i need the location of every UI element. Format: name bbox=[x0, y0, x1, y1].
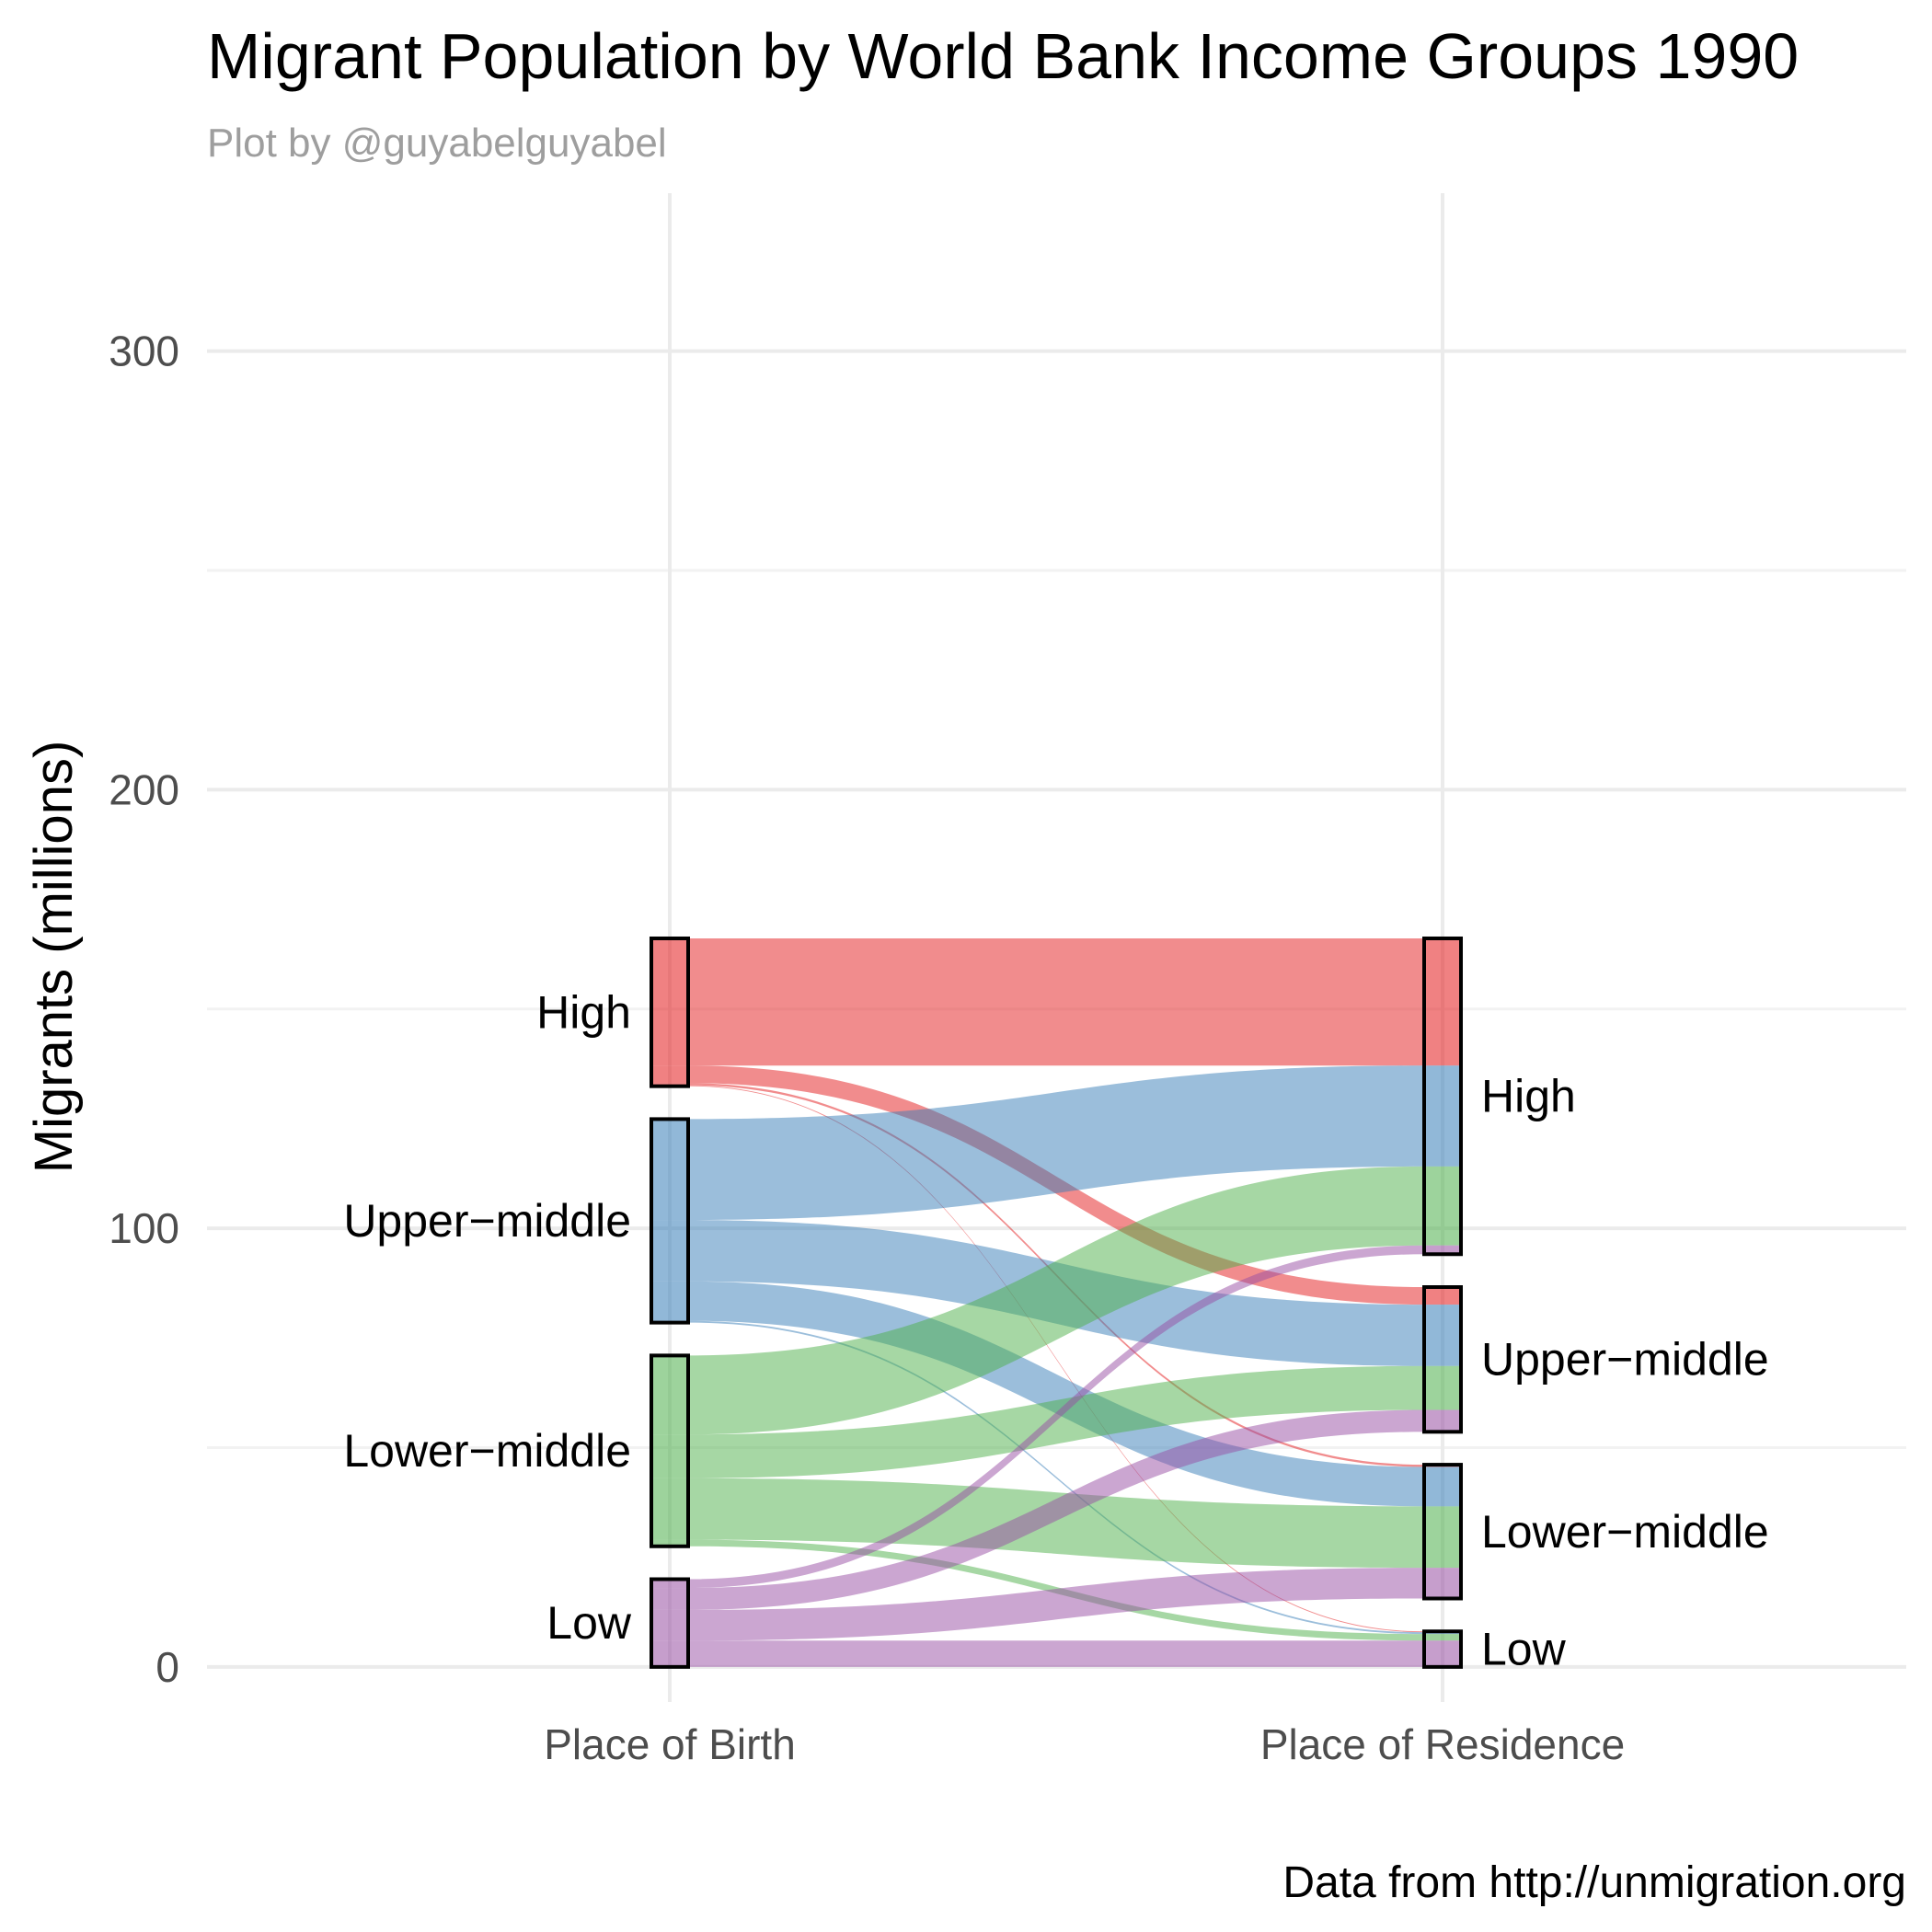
flow-high-to-high bbox=[688, 937, 1424, 1066]
stratum-box-lower-middle bbox=[650, 1353, 690, 1548]
y-tick-label: 200 bbox=[109, 765, 179, 813]
flow-upper-middle-to-high bbox=[688, 1065, 1424, 1221]
stratum-fill-high bbox=[1424, 1245, 1461, 1255]
stratum-fill-upper-middle bbox=[1424, 1409, 1461, 1432]
stratum-fill-upper-middle bbox=[651, 1119, 688, 1221]
x-axis-ticks: Place of Birth Place of Residence bbox=[544, 1720, 1625, 1768]
flow-low-to-upper-middle bbox=[688, 1409, 1424, 1610]
stratum-label-residence-high: High bbox=[1481, 1071, 1576, 1122]
y-tick-label: 100 bbox=[109, 1204, 179, 1252]
stratum-fill-lower-middle bbox=[651, 1355, 688, 1435]
stratum-boxes bbox=[650, 936, 1463, 1669]
y-tick-label: 0 bbox=[155, 1643, 179, 1691]
stratum-label-birth-high: High bbox=[536, 986, 631, 1038]
stratum-fill-high bbox=[1424, 1166, 1461, 1246]
stratum-fill-low bbox=[651, 1588, 688, 1610]
stratum-box-low bbox=[650, 1577, 690, 1669]
stratum-fill-low bbox=[651, 1609, 688, 1641]
flow-lower-middle-to-high bbox=[688, 1166, 1424, 1435]
flow-low-to-low bbox=[688, 1640, 1424, 1667]
stratum-fill-upper-middle bbox=[1424, 1305, 1461, 1366]
stratum-fill-high bbox=[1424, 937, 1461, 1066]
stratum-box-lower-middle bbox=[1422, 1463, 1463, 1601]
stratum-box-high bbox=[650, 936, 690, 1088]
stratum-fill-lower-middle bbox=[1424, 1466, 1461, 1507]
x-tick-label: Place of Residence bbox=[1260, 1720, 1625, 1768]
flows bbox=[688, 937, 1424, 1667]
chart-title: Migrant Population by World Bank Income … bbox=[207, 20, 1799, 92]
stratum-fill-lower-middle bbox=[651, 1478, 688, 1540]
stratum-fill-upper-middle bbox=[651, 1281, 688, 1321]
stratum-box-low bbox=[1422, 1629, 1463, 1669]
flow-high-to-low bbox=[688, 1085, 1424, 1633]
flow-lower-middle-to-upper-middle bbox=[688, 1365, 1424, 1478]
stratum-fill-low bbox=[651, 1579, 688, 1589]
stratum-label-birth-upper-middle: Upper−middle bbox=[343, 1195, 631, 1247]
stratum-fill-lower-middle bbox=[1424, 1506, 1461, 1569]
stratum-label-birth-lower-middle: Lower−middle bbox=[343, 1425, 631, 1477]
stratum-fill-high bbox=[651, 1083, 688, 1086]
stratum-fill-high bbox=[1424, 1065, 1461, 1167]
flow-low-to-high bbox=[688, 1245, 1424, 1589]
stratum-fill-low bbox=[1424, 1634, 1461, 1641]
flow-lower-middle-to-lower-middle bbox=[688, 1478, 1424, 1569]
chart-subtitle: Plot by @guyabelguyabel bbox=[207, 121, 667, 166]
y-axis-ticks: 0 100 200 300 bbox=[109, 328, 179, 1691]
stratum-fill-low bbox=[1424, 1640, 1461, 1667]
stratum-fill-upper-middle bbox=[1424, 1287, 1461, 1305]
stratum-fill-upper-middle bbox=[651, 1220, 688, 1282]
chart-caption: Data from http://unmigration.org bbox=[1282, 1858, 1906, 1907]
stratum-labels: High Upper−middle Lower−middle Low High Upper… bbox=[343, 986, 1768, 1674]
stratum-label-residence-lower-middle: Lower−middle bbox=[1481, 1506, 1769, 1558]
stratum-fill-lower-middle bbox=[651, 1539, 688, 1547]
stratum-fill-high bbox=[651, 937, 688, 1066]
stratum-box-upper-middle bbox=[1422, 1285, 1463, 1434]
x-tick-label: Place of Birth bbox=[544, 1720, 796, 1768]
stratum-box-high bbox=[1422, 936, 1463, 1257]
y-axis-title: Migrants (millions) bbox=[24, 741, 84, 1174]
stratum-label-residence-low: Low bbox=[1481, 1624, 1567, 1675]
stratum-box-upper-middle bbox=[650, 1117, 690, 1325]
stratum-fill-high bbox=[651, 1065, 688, 1084]
stratum-label-birth-low: Low bbox=[546, 1597, 632, 1649]
stratum-fill-lower-middle bbox=[651, 1434, 688, 1478]
stratum-fill-lower-middle bbox=[1424, 1568, 1461, 1599]
flow-upper-middle-to-low bbox=[688, 1320, 1424, 1635]
y-tick-label: 300 bbox=[109, 328, 179, 375]
stratum-fill-upper-middle bbox=[1424, 1365, 1461, 1410]
stratum-fill-low bbox=[651, 1640, 688, 1667]
flow-low-to-lower-middle bbox=[688, 1568, 1424, 1641]
stratum-label-residence-upper-middle: Upper−middle bbox=[1481, 1334, 1769, 1386]
